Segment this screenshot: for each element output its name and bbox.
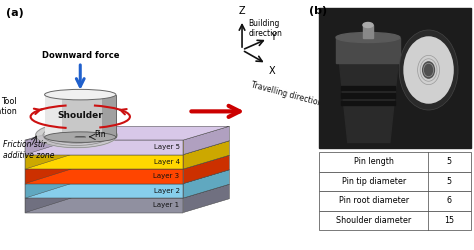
Text: Shoulder: Shoulder bbox=[57, 110, 103, 120]
Ellipse shape bbox=[423, 62, 435, 78]
Text: Downward force: Downward force bbox=[42, 51, 119, 60]
Bar bbox=[341, 93, 395, 98]
Text: Travelling direction: Travelling direction bbox=[250, 81, 323, 108]
Polygon shape bbox=[183, 184, 229, 212]
Ellipse shape bbox=[363, 22, 373, 28]
Polygon shape bbox=[183, 170, 229, 198]
Ellipse shape bbox=[336, 32, 400, 42]
Polygon shape bbox=[74, 136, 86, 137]
Polygon shape bbox=[26, 155, 71, 184]
Text: 5: 5 bbox=[447, 177, 452, 186]
Bar bbox=[319, 191, 471, 210]
Text: Layer 5: Layer 5 bbox=[154, 144, 180, 150]
Ellipse shape bbox=[45, 89, 116, 100]
Text: Tool
rotation: Tool rotation bbox=[0, 97, 17, 116]
Bar bbox=[319, 172, 471, 191]
Ellipse shape bbox=[45, 132, 116, 142]
Bar bbox=[101, 94, 116, 137]
Text: 6: 6 bbox=[447, 196, 452, 205]
Text: Pin tip diameter: Pin tip diameter bbox=[342, 177, 406, 186]
Polygon shape bbox=[26, 126, 229, 140]
Bar bbox=[336, 38, 400, 62]
Bar bbox=[319, 8, 471, 147]
Polygon shape bbox=[26, 169, 183, 184]
Polygon shape bbox=[26, 154, 183, 169]
Text: Layer 1: Layer 1 bbox=[154, 202, 180, 208]
Text: Pin: Pin bbox=[94, 130, 106, 139]
Polygon shape bbox=[26, 170, 229, 183]
Ellipse shape bbox=[399, 30, 458, 110]
Text: 15: 15 bbox=[444, 216, 455, 225]
Polygon shape bbox=[183, 141, 229, 169]
Polygon shape bbox=[26, 198, 183, 212]
Ellipse shape bbox=[36, 123, 117, 148]
Text: Layer 4: Layer 4 bbox=[154, 159, 180, 165]
Text: Pin root diameter: Pin root diameter bbox=[338, 196, 409, 205]
Text: Layer 2: Layer 2 bbox=[154, 188, 180, 194]
Ellipse shape bbox=[403, 36, 454, 104]
Text: Z: Z bbox=[239, 6, 246, 16]
Bar bbox=[319, 210, 471, 230]
Text: 5: 5 bbox=[447, 157, 452, 166]
Polygon shape bbox=[26, 184, 183, 198]
Polygon shape bbox=[26, 170, 71, 198]
Text: X: X bbox=[269, 66, 275, 76]
Text: Friction stir
additive zone: Friction stir additive zone bbox=[2, 140, 54, 160]
Polygon shape bbox=[339, 62, 398, 142]
Polygon shape bbox=[26, 155, 229, 169]
Text: Pin length: Pin length bbox=[354, 157, 393, 166]
Polygon shape bbox=[26, 140, 183, 154]
Bar bbox=[319, 152, 471, 172]
Polygon shape bbox=[26, 184, 229, 198]
Polygon shape bbox=[26, 141, 71, 169]
Text: Shoulder diameter: Shoulder diameter bbox=[336, 216, 411, 225]
Polygon shape bbox=[26, 141, 229, 154]
Text: (b): (b) bbox=[309, 6, 327, 16]
Bar bbox=[341, 86, 395, 90]
Bar bbox=[363, 25, 373, 38]
Text: (a): (a) bbox=[6, 8, 24, 18]
Bar bbox=[45, 94, 63, 137]
Polygon shape bbox=[183, 126, 229, 154]
Polygon shape bbox=[183, 155, 229, 184]
Bar bbox=[45, 94, 116, 137]
Polygon shape bbox=[26, 126, 71, 154]
Polygon shape bbox=[26, 184, 71, 212]
Text: Layer 3: Layer 3 bbox=[154, 173, 180, 179]
Bar bbox=[341, 100, 395, 105]
Text: Building
direction: Building direction bbox=[248, 19, 283, 38]
Text: Y: Y bbox=[270, 32, 276, 42]
